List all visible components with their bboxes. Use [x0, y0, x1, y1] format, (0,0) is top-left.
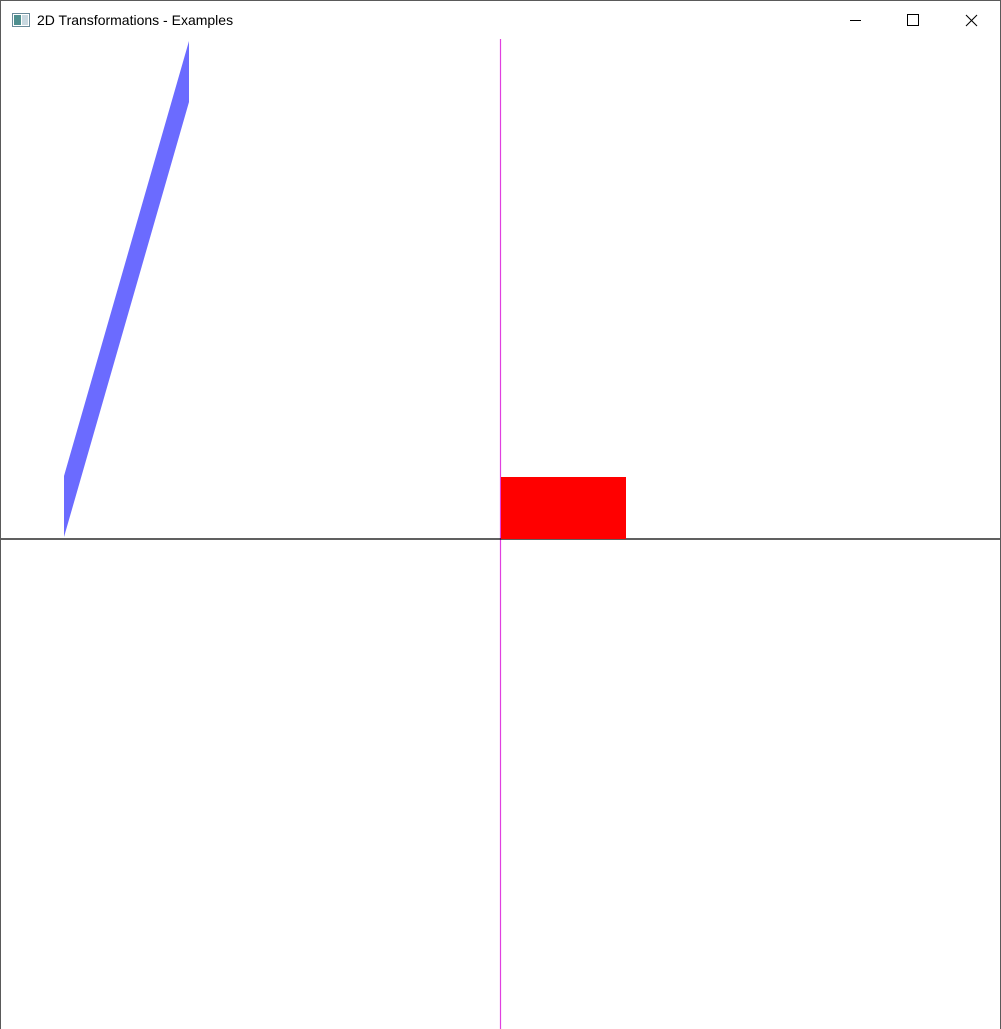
maximize-icon	[907, 14, 919, 26]
close-button[interactable]	[942, 1, 1000, 39]
original-rectangle	[501, 477, 626, 539]
sheared-shape	[64, 41, 189, 537]
title-bar[interactable]: 2D Transformations - Examples	[1, 1, 1000, 39]
drawing-canvas	[1, 39, 1000, 1029]
minimize-button[interactable]	[826, 1, 884, 39]
app-window-icon	[12, 13, 30, 27]
minimize-icon	[850, 20, 861, 21]
window-title: 2D Transformations - Examples	[37, 12, 234, 28]
close-icon	[965, 14, 978, 27]
maximize-button[interactable]	[884, 1, 942, 39]
